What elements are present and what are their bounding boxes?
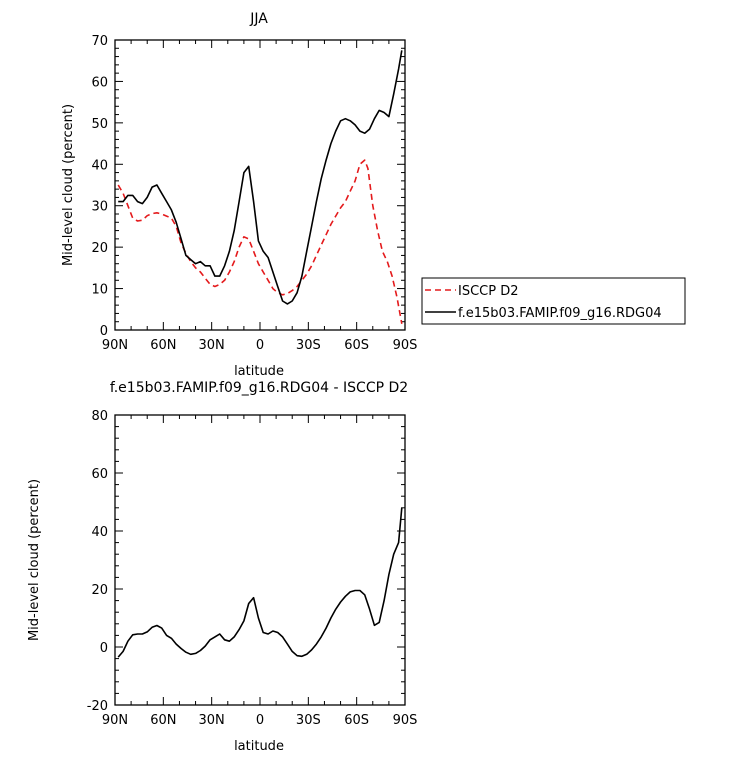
top-x-tick-label: 90S — [393, 338, 418, 353]
bottom-series-line-0 — [117, 507, 403, 658]
top-chart-title: JJA — [249, 11, 268, 27]
bottom-y-axis: -20 0 20 40 60 80 — [87, 409, 405, 714]
bottom-x-tick-label: 30S — [296, 713, 321, 728]
bottom-y-tick-label: -20 — [87, 699, 108, 714]
top-x-tick-label: 90N — [102, 338, 128, 353]
bottom-x-tick-label: 90S — [393, 713, 418, 728]
top-y-tick-label: 10 — [91, 283, 108, 298]
top-series-line-1 — [118, 50, 403, 305]
bottom-y-tick-label: 20 — [91, 583, 108, 598]
bottom-x-tick-label: 60N — [150, 713, 176, 728]
bottom-y-tick-label: 0 — [100, 641, 108, 656]
bottom-panel: f.e15b03.FAMIP.f09_g16.RDG04 - ISCCP D2 … — [27, 380, 417, 754]
bottom-y-tick-label: 80 — [91, 409, 108, 424]
bottom-y-axis-label: Mid-level cloud (percent) — [27, 479, 42, 641]
top-x-axis: 90N 60N 30N 0 30S 60S 90S — [102, 40, 418, 353]
top-series-group — [117, 50, 403, 324]
bottom-x-axis: 90N 60N 30N 0 30S 60S 90S — [102, 415, 418, 728]
bottom-x-axis-label: latitude — [234, 739, 284, 754]
top-x-tick-label: 30N — [199, 338, 225, 353]
top-y-tick-label: 40 — [91, 158, 108, 173]
bottom-x-tick-label: 60S — [344, 713, 369, 728]
top-y-tick-label: 20 — [91, 241, 108, 256]
legend: ISCCP D2 f.e15b03.FAMIP.f09_g16.RDG04 — [421, 277, 686, 325]
bottom-x-tick-label: 90N — [102, 713, 128, 728]
bottom-y-tick-label: 40 — [91, 525, 108, 540]
top-y-tick-label: 60 — [91, 75, 108, 90]
top-y-axis: 0 10 20 30 40 50 60 70 — [91, 34, 405, 339]
top-x-tick-label: 30S — [296, 338, 321, 353]
top-plot-frame — [114, 39, 406, 331]
top-y-axis-label: Mid-level cloud (percent) — [61, 104, 76, 266]
bottom-x-tick-label: 0 — [256, 713, 264, 728]
bottom-x-tick-label: 30N — [199, 713, 225, 728]
bottom-y-tick-label: 60 — [91, 467, 108, 482]
top-y-tick-label: 30 — [91, 200, 108, 215]
top-y-tick-label: 70 — [91, 34, 108, 49]
top-y-tick-label: 0 — [100, 324, 108, 339]
top-x-tick-label: 0 — [256, 338, 264, 353]
bottom-plot-frame — [114, 414, 406, 706]
bottom-series-group — [117, 507, 403, 658]
top-y-tick-label: 50 — [91, 117, 108, 132]
top-x-tick-label: 60S — [344, 338, 369, 353]
legend-box — [421, 277, 686, 325]
top-series-line-0 — [117, 159, 403, 324]
legend-label-isccp: ISCCP D2 — [458, 284, 519, 299]
bottom-chart-title: f.e15b03.FAMIP.f09_g16.RDG04 - ISCCP D2 — [110, 380, 408, 396]
top-x-tick-label: 60N — [150, 338, 176, 353]
top-x-axis-label: latitude — [234, 364, 284, 379]
legend-label-model: f.e15b03.FAMIP.f09_g16.RDG04 — [458, 306, 662, 321]
